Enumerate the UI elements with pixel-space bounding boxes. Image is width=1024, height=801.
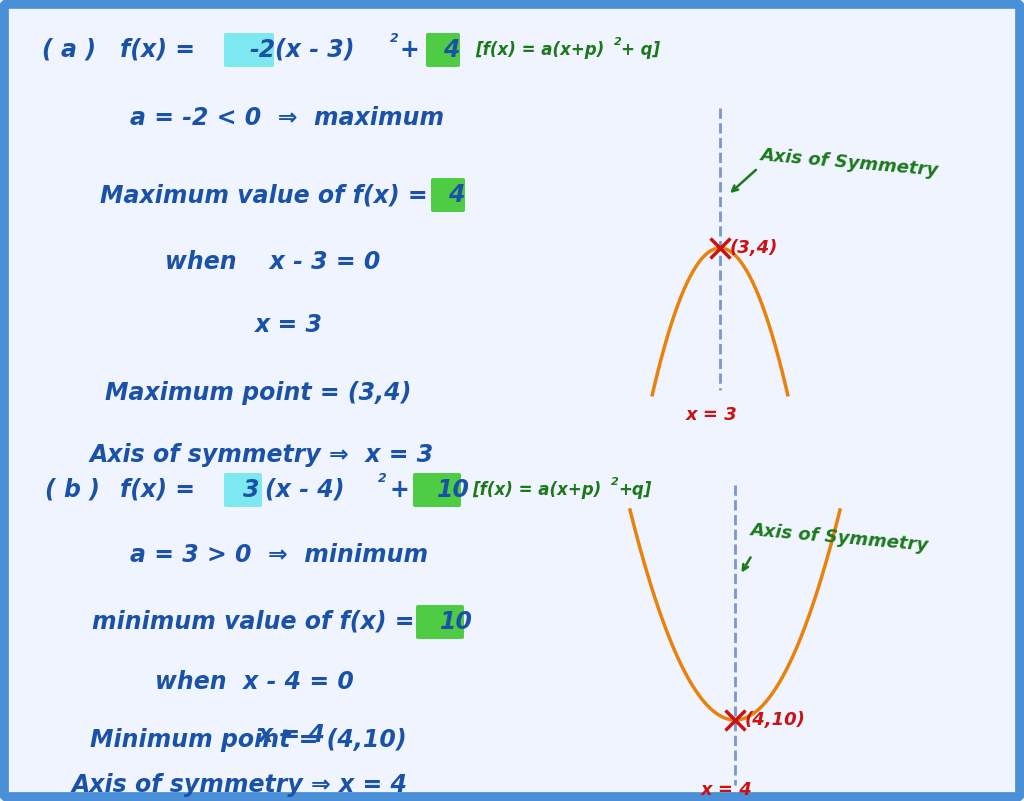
Text: a = -2 < 0  ⇒  maximum: a = -2 < 0 ⇒ maximum [130,106,444,130]
Text: when    x - 3 = 0: when x - 3 = 0 [165,250,380,274]
Text: 2: 2 [378,472,387,485]
FancyBboxPatch shape [413,473,461,507]
Text: minimum value of f(x) =: minimum value of f(x) = [92,610,415,634]
Text: x = 4: x = 4 [258,723,326,747]
Text: 2: 2 [611,477,618,487]
Text: 3: 3 [243,478,259,502]
Text: ( b ): ( b ) [45,478,100,502]
Text: [f(x) = a(x+p): [f(x) = a(x+p) [475,41,604,59]
Text: Axis of Symmetry: Axis of Symmetry [759,146,939,179]
Text: +q]: +q] [618,481,651,499]
Text: 2: 2 [390,31,398,45]
Text: f(x) =: f(x) = [120,38,195,62]
Text: when  x - 4 = 0: when x - 4 = 0 [155,670,354,694]
Text: + q]: + q] [621,41,660,59]
FancyBboxPatch shape [416,605,464,639]
Text: f(x) =: f(x) = [120,478,195,502]
Text: (x - 4): (x - 4) [265,478,344,502]
FancyBboxPatch shape [426,33,460,67]
Text: 4: 4 [449,183,465,207]
Text: ( a ): ( a ) [42,38,96,62]
Text: +: + [400,38,420,62]
Text: +: + [390,478,410,502]
Text: Axis of Symmetry: Axis of Symmetry [750,521,929,554]
Text: Maximum value of f(x) =: Maximum value of f(x) = [100,183,428,207]
Text: -2: -2 [249,38,275,62]
Text: Axis of symmetry ⇒ x = 4: Axis of symmetry ⇒ x = 4 [72,773,408,797]
Text: x = 4: x = 4 [701,781,753,799]
Text: (4,10): (4,10) [745,711,806,729]
Text: [f(x) = a(x+p): [f(x) = a(x+p) [472,481,601,499]
Text: (3,4): (3,4) [730,239,778,257]
FancyBboxPatch shape [431,178,465,212]
Text: 2: 2 [614,37,622,47]
Text: Minimum point = (4,10): Minimum point = (4,10) [90,728,407,752]
Text: 4: 4 [443,38,460,62]
Text: x = 3: x = 3 [686,406,738,424]
Text: (x - 3): (x - 3) [275,38,354,62]
Text: Maximum point = (3,4): Maximum point = (3,4) [105,381,412,405]
Text: Axis of symmetry ⇒  x = 3: Axis of symmetry ⇒ x = 3 [90,443,434,467]
FancyBboxPatch shape [224,473,262,507]
FancyBboxPatch shape [4,4,1020,797]
FancyBboxPatch shape [224,33,274,67]
Text: 10: 10 [437,478,470,502]
Text: x = 3: x = 3 [255,313,323,337]
Text: a = 3 > 0  ⇒  minimum: a = 3 > 0 ⇒ minimum [130,543,428,567]
Text: 10: 10 [440,610,473,634]
